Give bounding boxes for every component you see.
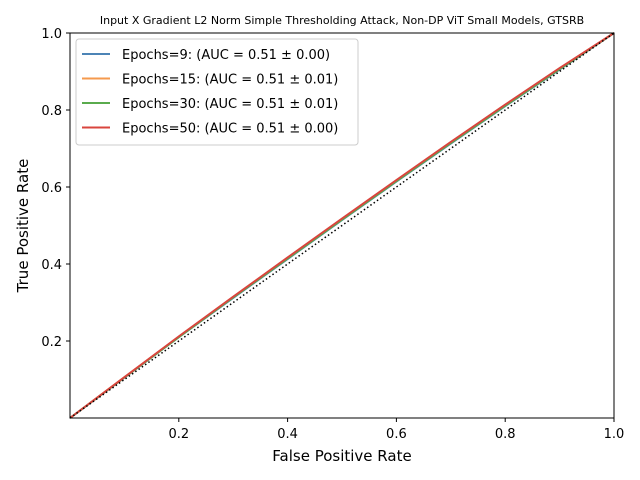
legend-label-1: Epochs=9: (AUC = 0.51 ± 0.00)	[122, 48, 330, 63]
y-tick-label: 0.6	[41, 181, 62, 196]
chart-title: Input X Gradient L2 Norm Simple Threshol…	[100, 14, 584, 27]
y-tick-label: 0.2	[41, 335, 62, 350]
y-axis: 0.2 0.4 0.6 0.8 1.0	[41, 27, 70, 350]
series-line-4	[69, 32, 615, 419]
y-tick-label: 1.0	[41, 27, 62, 42]
y-axis-title: True Positive Rate	[14, 159, 32, 294]
plot-frame	[69, 32, 615, 419]
x-axis: 0.2 0.4 0.6 0.8 1.0	[168, 418, 624, 442]
x-axis-title: False Positive Rate	[272, 447, 411, 465]
x-tick-label: 0.6	[386, 427, 407, 442]
x-tick-label: 1.0	[604, 427, 625, 442]
legend-box	[75, 38, 359, 146]
x-tick-label: 0.4	[277, 427, 298, 442]
y-tick-label: 0.8	[41, 104, 62, 119]
legend-label-2: Epochs=15: (AUC = 0.51 ± 0.01)	[122, 73, 338, 88]
legend-label-4: Epochs=50: (AUC = 0.51 ± 0.00)	[122, 122, 338, 137]
x-tick-label: 0.8	[495, 427, 516, 442]
chance-reference-line	[69, 32, 615, 419]
x-tick-label: 0.2	[168, 427, 189, 442]
y-tick-label: 0.4	[41, 258, 62, 273]
legend: Epochs=9: (AUC = 0.51 ± 0.00) Epochs=15: …	[75, 38, 359, 146]
plot-lines	[69, 32, 615, 419]
legend-label-3: Epochs=30: (AUC = 0.51 ± 0.01)	[122, 97, 338, 112]
